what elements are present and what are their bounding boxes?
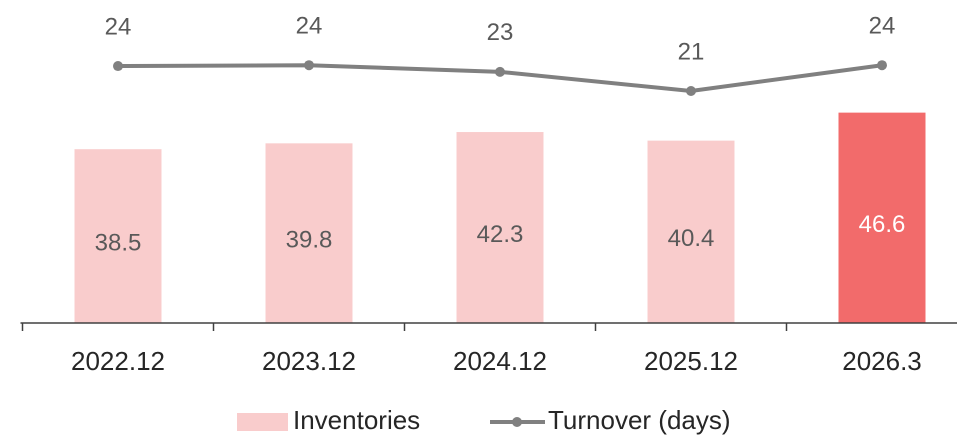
- bar-value-label: 38.5: [95, 229, 142, 256]
- bar: [456, 132, 544, 323]
- x-tick-label: 2026.3: [842, 346, 922, 376]
- line-value-label: 24: [296, 13, 323, 40]
- x-tick-label: 2024.12: [453, 346, 547, 376]
- bar-value-label: 42.3: [477, 221, 524, 248]
- line-value-label: 24: [869, 13, 896, 40]
- bar-value-label: 46.6: [859, 211, 906, 238]
- x-tick-label: 2022.12: [71, 346, 165, 376]
- x-tick-label: 2025.12: [644, 346, 738, 376]
- bar: [838, 112, 926, 324]
- bar: [265, 143, 353, 323]
- line-value-label: 21: [678, 38, 705, 65]
- line-value-label: 24: [105, 13, 132, 40]
- line-marker: [686, 85, 696, 96]
- line-marker: [113, 61, 123, 72]
- legend-swatch: [237, 413, 288, 431]
- line-marker: [495, 66, 505, 77]
- line-marker: [877, 60, 887, 71]
- legend-label: Turnover (days): [548, 405, 731, 435]
- bar: [74, 149, 162, 323]
- x-tick-label: 2023.12: [262, 346, 356, 376]
- line-marker: [304, 60, 314, 71]
- bar: [647, 140, 735, 323]
- bar-value-label: 40.4: [668, 225, 715, 252]
- line-value-label: 23: [487, 19, 514, 46]
- legend-label: Inventories: [293, 405, 420, 435]
- bar-value-label: 39.8: [286, 227, 333, 254]
- legend-swatch-marker: [512, 417, 522, 427]
